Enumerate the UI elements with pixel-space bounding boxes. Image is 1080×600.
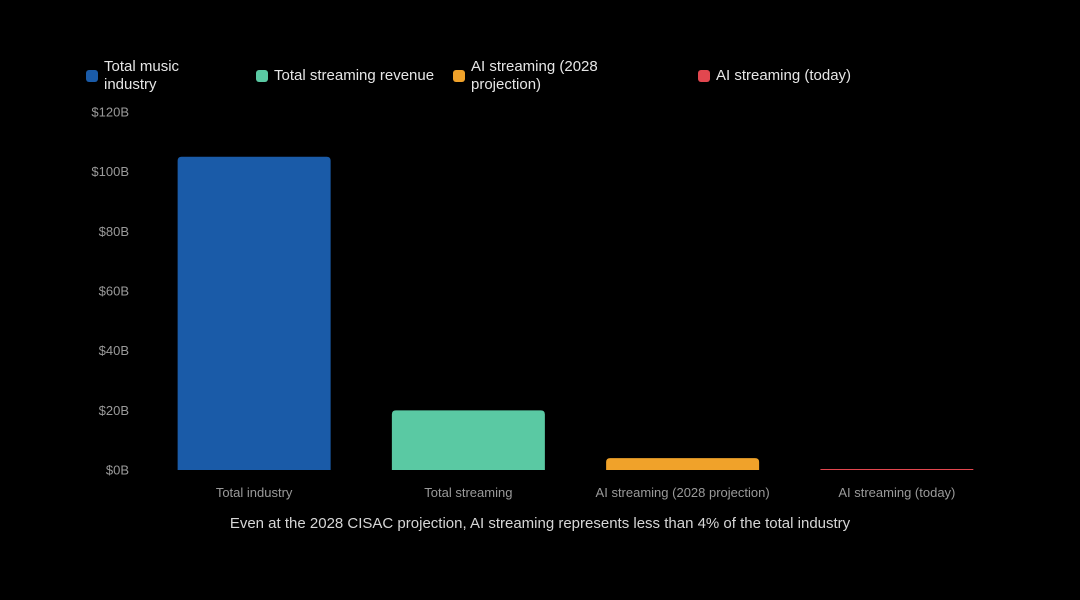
bar-ai-streaming-today [820, 469, 974, 470]
x-tick-label: AI streaming (2028 projection) [596, 485, 770, 500]
legend-swatch-total-music-industry [86, 70, 98, 82]
x-tick-label: AI streaming (today) [838, 485, 955, 500]
legend-item-ai-streaming-today: AI streaming (today) [698, 58, 851, 85]
legend-swatch-total-streaming-revenue [256, 70, 268, 82]
chart-caption: Even at the 2028 CISAC projection, AI st… [229, 515, 851, 532]
y-tick-label: $120B [91, 105, 129, 120]
bars [177, 156, 974, 470]
legend-label-ai-streaming-today: AI streaming (today) [716, 67, 852, 84]
legend-label-line: industry [104, 76, 157, 93]
chart-legend: Total music industry Total streaming rev… [0, 58, 1080, 98]
x-tick-label: Total industry [216, 485, 293, 500]
legend-item-ai-streaming-2028: AI streaming (2028 projection) [453, 58, 598, 94]
legend-item-total-streaming-revenue: Total streaming revenue [256, 58, 434, 85]
legend-label-ai-streaming-2028: AI streaming (2028 projection) [471, 58, 598, 94]
y-tick-label: $20B [99, 403, 129, 418]
legend-label-line: AI streaming (2028 [471, 58, 598, 75]
legend-label-total-streaming-revenue: Total streaming revenue [274, 67, 435, 84]
y-tick-label: $100B [91, 164, 129, 179]
y-tick-label: $0B [106, 463, 129, 478]
legend-item-total-music-industry: Total music industry [86, 58, 179, 94]
legend-label-line: projection) [471, 76, 542, 93]
x-tick-label: Total streaming [424, 485, 512, 500]
bar-total-streaming [391, 410, 545, 470]
legend-label-total-music-industry: Total music industry [104, 58, 179, 94]
y-tick-label: $40B [99, 343, 129, 358]
legend-swatch-ai-streaming-2028 [453, 70, 465, 82]
bar-total-industry [177, 156, 331, 470]
y-axis: $0B $20B $40B $60B $80B $100B $120B [91, 105, 129, 478]
legend-label-line: Total music [104, 58, 180, 75]
bar-ai-streaming-2028-projection [606, 458, 760, 470]
y-tick-label: $80B [99, 224, 129, 239]
legend-swatch-ai-streaming-today [698, 70, 710, 82]
y-tick-label: $60B [99, 284, 129, 299]
x-axis: Total industry Total streaming AI streamin… [216, 485, 956, 500]
